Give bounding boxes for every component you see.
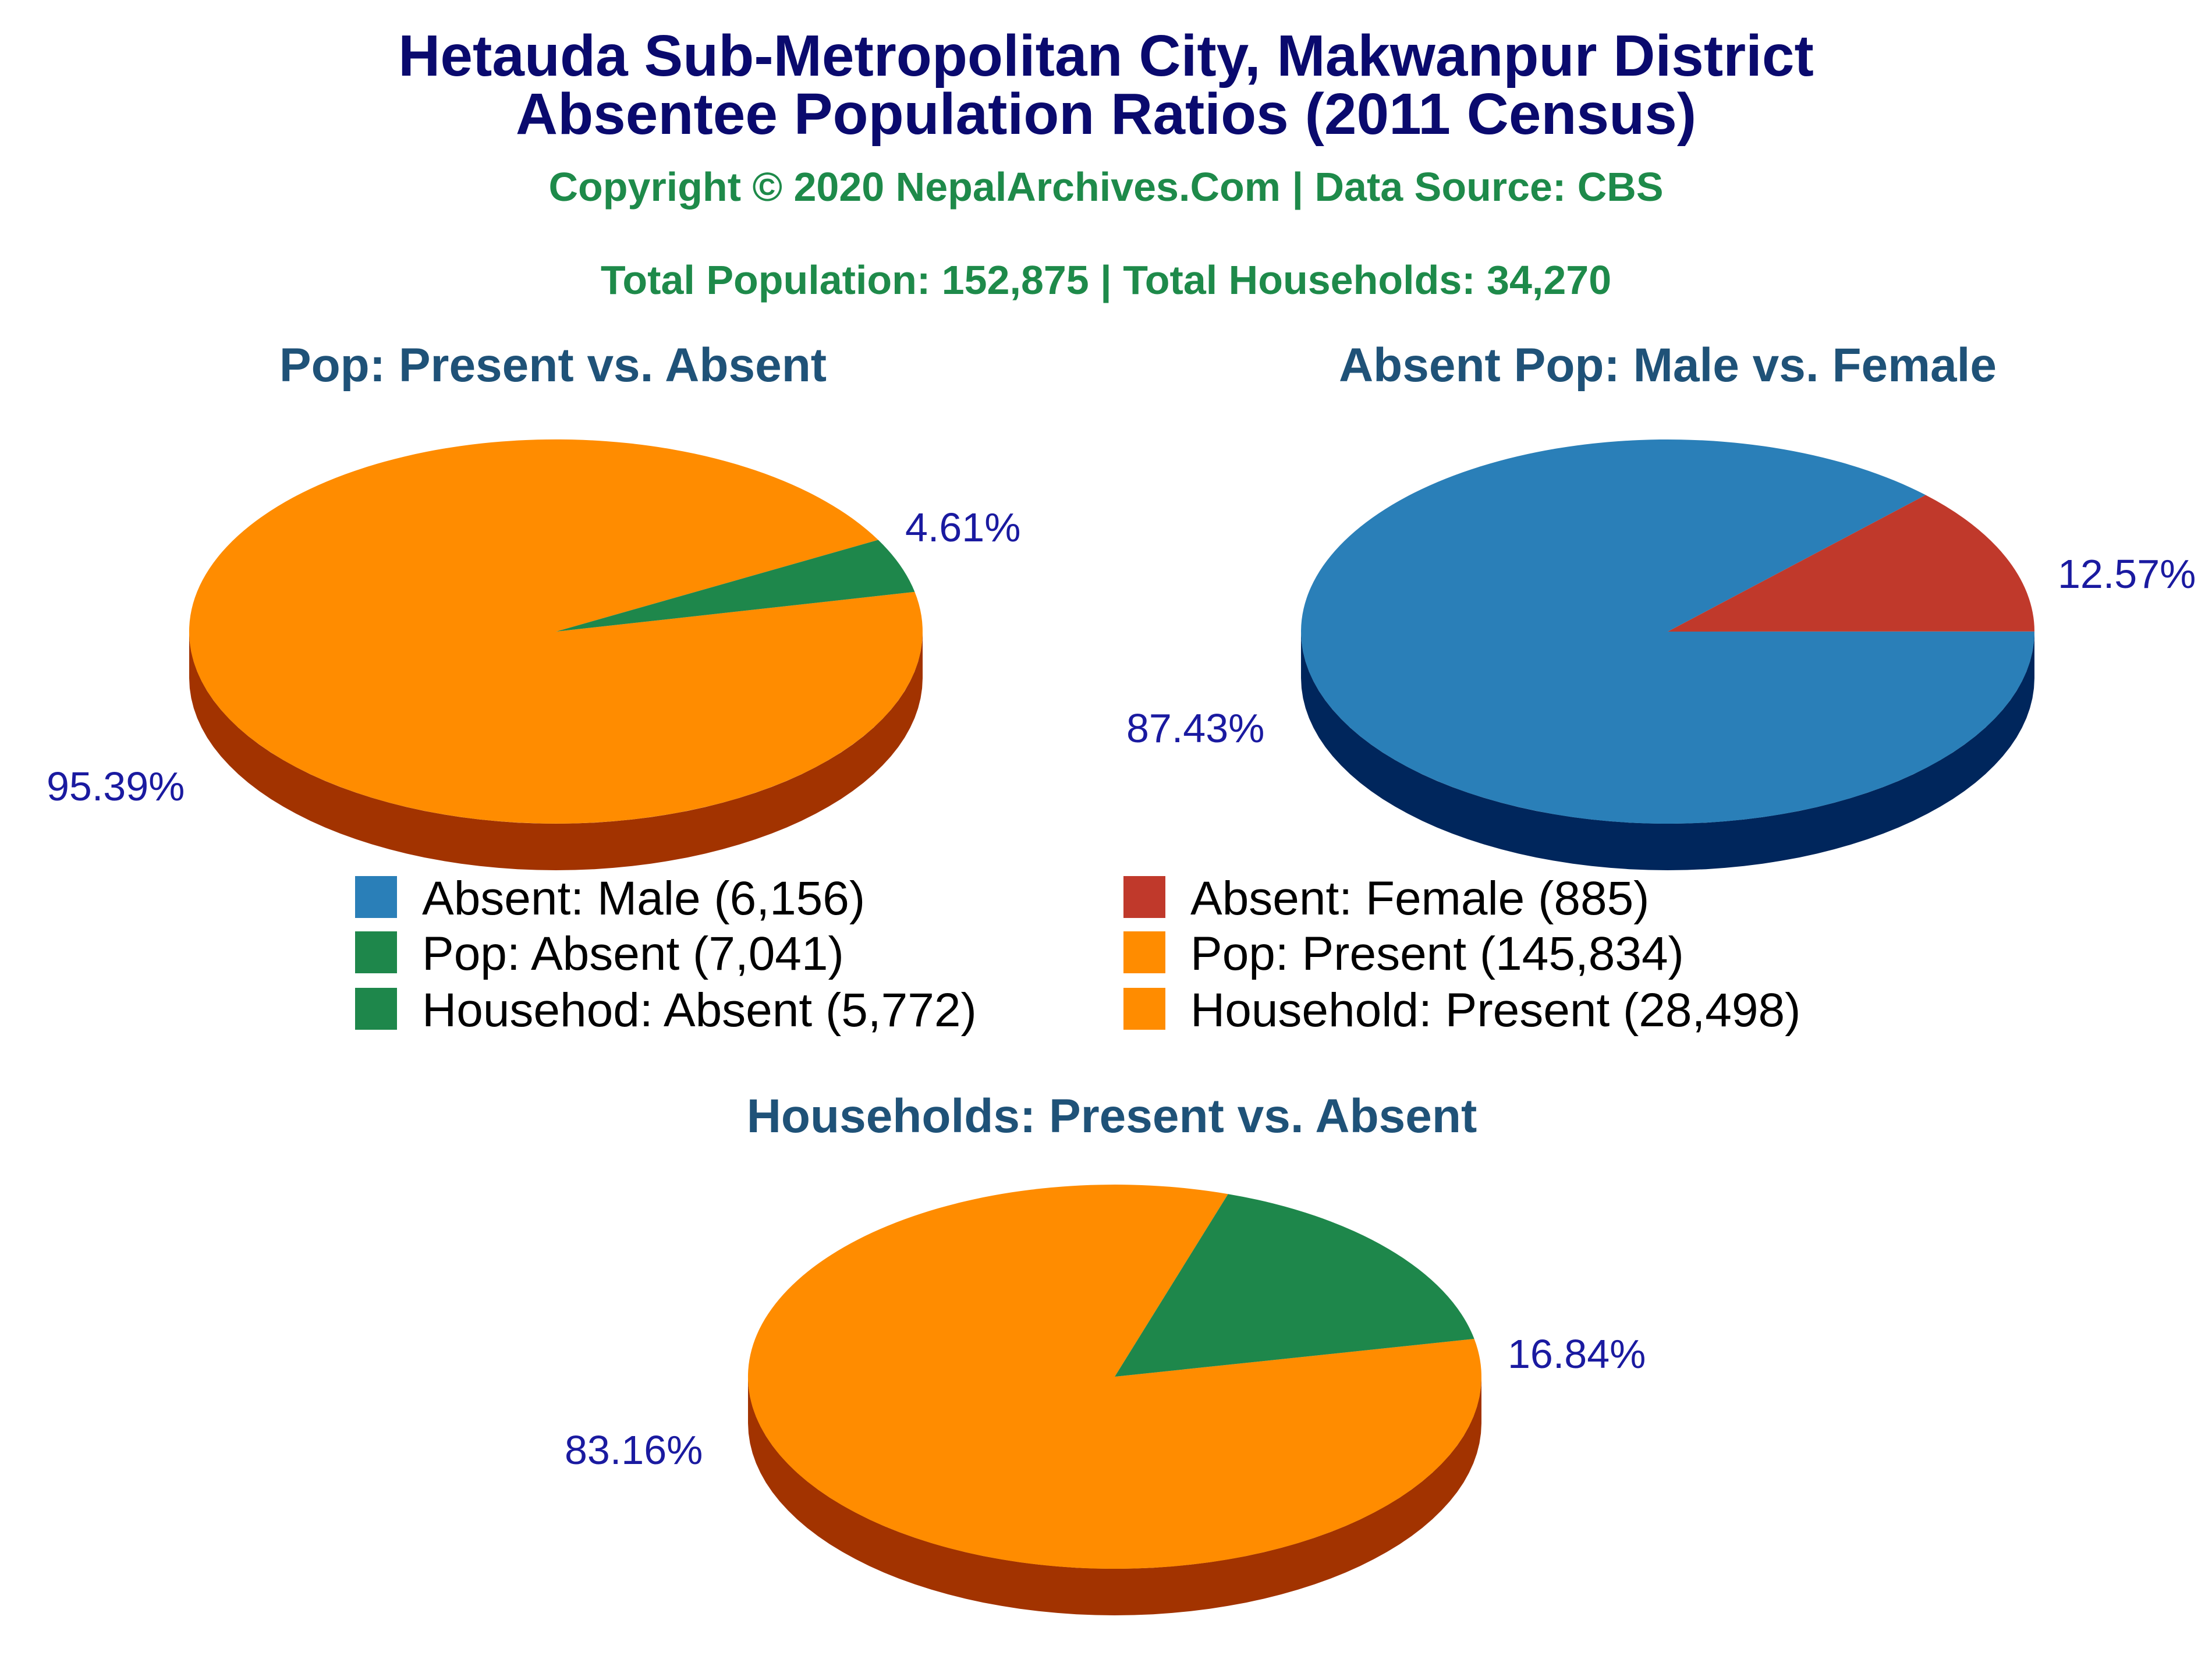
pie-top [747,1185,1481,1569]
pie-top [189,439,923,824]
pie-slice [1668,495,2034,632]
legend-item: Household: Present (28,498) [1123,984,1800,1037]
totals-text: Total Population: 152,875 | Total Househ… [601,257,1611,303]
copyright-text: Copyright © 2020 NepalArchives.Com | Dat… [548,164,1663,210]
slice-percent-label: 16.84% [1508,1331,1646,1377]
pie-slice [189,439,923,824]
legend-label: Pop: Present (145,834) [1190,927,1684,980]
slice-percent-label: 87.43% [1126,706,1264,751]
slice-percent-label: 4.61% [905,505,1020,550]
legend-label: Absent: Male (6,156) [422,872,865,925]
legend-swatch [1123,931,1165,973]
pie-slice [556,540,915,632]
legend-label: Pop: Absent (7,041) [422,927,844,980]
pie-title: Households: Present vs. Absent [747,1090,1477,1143]
pie-slice [1301,439,2035,824]
legend-label: Household: Present (28,498) [1190,984,1800,1037]
pie-side [748,1377,1481,1615]
pie-top [1301,439,2035,824]
pie-side-wall [1301,632,2034,870]
pie-title: Absent Pop: Male vs. Female [1339,339,1997,392]
legend-swatch [1123,876,1165,918]
pie-slice [747,1185,1481,1569]
pie-chart-1: Pop: Present vs. Absent 95.39% 4.61% [47,339,1020,870]
pie-side-wall [748,1377,1481,1615]
legend-swatch [355,931,397,973]
legend-item: Househod: Absent (5,772) [355,984,977,1037]
legend-item: Absent: Female (885) [1123,872,1650,925]
pie-side-wall [189,632,923,870]
pie-side [189,632,923,870]
legend: Absent: Male (6,156) Absent: Female (885)… [355,872,1800,1037]
pie-charts: Pop: Present vs. Absent 95.39% 4.61% Absent… [47,339,2196,1615]
legend-item: Absent: Male (6,156) [355,872,865,925]
pie-chart-2: Absent Pop: Male vs. Female 87.43% 12.57% [1126,339,2196,870]
slice-percent-label: 12.57% [2058,551,2196,597]
legend-item: Pop: Present (145,834) [1123,927,1684,980]
pie-chart-3: Households: Present vs. Absent 83.16% 16.8… [565,1090,1646,1615]
legend-label: Absent: Female (885) [1190,872,1650,925]
legend-swatch [355,876,397,918]
chart-title-line1: Hetauda Sub-Metropolitan City, Makwanpur… [398,23,1814,88]
legend-swatch [1123,988,1165,1030]
pie-slice [1115,1194,1474,1377]
legend-item: Pop: Absent (7,041) [355,927,844,980]
legend-label: Househod: Absent (5,772) [422,984,977,1037]
slice-percent-label: 95.39% [47,764,185,809]
slice-percent-label: 83.16% [565,1427,703,1473]
pie-title: Pop: Present vs. Absent [279,339,827,392]
legend-swatch [355,988,397,1030]
chart-title-line2: Absentee Population Ratios (2011 Census) [516,81,1696,147]
pie-side [1301,632,2034,870]
